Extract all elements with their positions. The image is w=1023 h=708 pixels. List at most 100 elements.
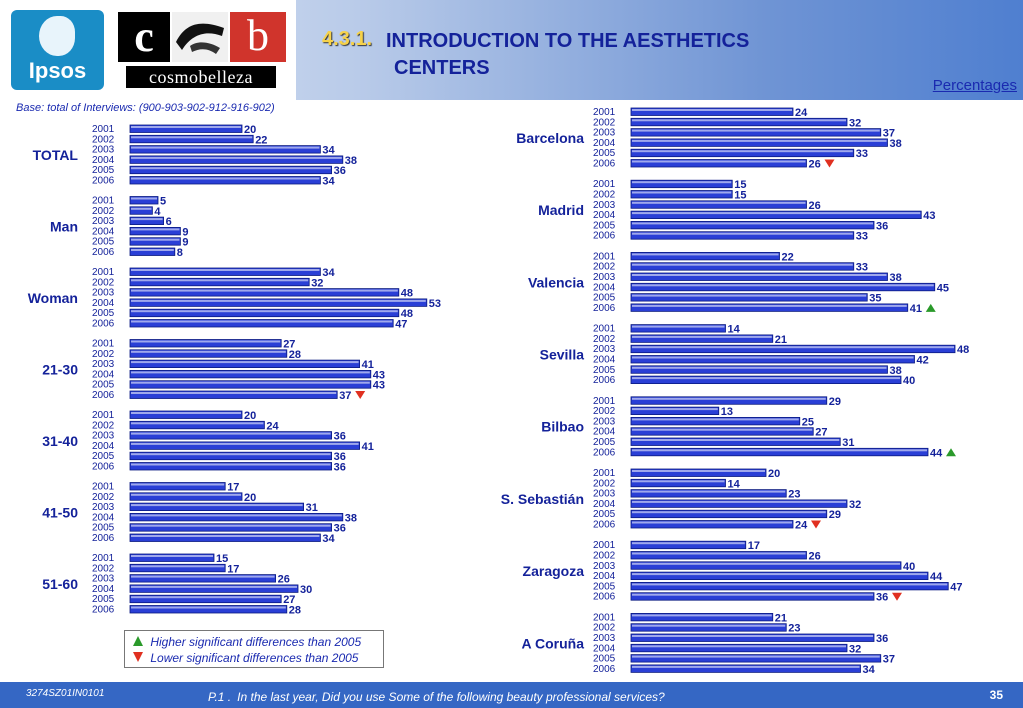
legend: Higher significant differences than 2005… — [124, 630, 384, 668]
year-label: 2006 — [92, 462, 115, 473]
bar — [129, 462, 333, 471]
bar-highlight — [632, 593, 873, 596]
value-label: 26 — [809, 200, 821, 212]
bar — [630, 551, 807, 560]
bar-highlight — [632, 490, 786, 493]
value-label: 48 — [957, 344, 969, 356]
year-label: 2006 — [593, 375, 616, 386]
year-label: 2002 — [593, 406, 616, 417]
year-label: 2006 — [593, 303, 616, 314]
bar-highlight — [632, 160, 806, 163]
value-label: 37 — [883, 654, 895, 666]
bar-highlight — [131, 381, 370, 384]
year-label: 2006 — [593, 592, 616, 603]
logo-area: Ipsos c b cosmobelleza — [0, 0, 296, 100]
bar — [630, 633, 875, 642]
year-label: 2001 — [593, 324, 616, 335]
year-label: 2002 — [92, 206, 115, 217]
cosmobelleza-c-tile: c — [118, 12, 170, 62]
year-label: 2005 — [92, 237, 115, 248]
percentages-link[interactable]: Percentages — [932, 77, 1017, 94]
bar-highlight — [632, 521, 792, 524]
value-label: 21 — [775, 334, 787, 346]
bar — [630, 200, 807, 209]
cosmobelleza-b-tile: b — [230, 12, 286, 62]
value-label: 4 — [154, 206, 161, 218]
year-label: 2006 — [593, 664, 616, 675]
year-label: 2003 — [593, 272, 616, 283]
year-label: 2001 — [593, 251, 616, 262]
value-label: 5 — [160, 196, 166, 208]
bar-highlight — [131, 197, 157, 200]
bar — [129, 349, 288, 358]
bar-highlight — [632, 377, 900, 380]
value-label: 36 — [334, 523, 346, 535]
year-label: 2003 — [593, 633, 616, 644]
bar-highlight — [632, 552, 806, 555]
bar-highlight — [131, 596, 281, 599]
value-label: 37 — [339, 390, 351, 402]
bar — [630, 499, 848, 508]
value-label: 38 — [890, 138, 902, 150]
value-label: 9 — [182, 237, 188, 249]
year-label: 2003 — [92, 574, 115, 585]
year-label: 2002 — [593, 334, 616, 345]
year-label: 2004 — [92, 584, 115, 595]
bar — [129, 165, 333, 175]
bar-highlight — [632, 665, 860, 668]
legend-lower-text: Lower significant differences than 2005 — [150, 651, 359, 665]
year-label: 2005 — [593, 509, 616, 520]
year-label: 2003 — [593, 200, 616, 211]
triangle-up-icon — [925, 303, 936, 312]
value-label: 32 — [311, 277, 323, 289]
bar-highlight — [632, 583, 948, 586]
value-label: 44 — [930, 571, 943, 583]
bar-highlight — [632, 562, 900, 565]
bar-highlight — [632, 470, 765, 472]
bar-highlight — [632, 624, 786, 627]
year-label: 2004 — [593, 138, 616, 149]
bar — [129, 124, 243, 133]
bar-highlight — [632, 222, 873, 225]
bar-highlight — [632, 418, 799, 421]
value-label: 17 — [227, 563, 239, 575]
footer-question-text: In the last year, Did you use Some of th… — [237, 690, 665, 704]
year-label: 2003 — [92, 216, 115, 227]
value-label: 40 — [903, 375, 915, 387]
bar — [630, 509, 828, 519]
year-label: 2002 — [92, 492, 115, 503]
year-label: 2004 — [92, 441, 115, 452]
year-label: 2004 — [593, 355, 616, 366]
bar — [630, 643, 848, 653]
year-label: 2005 — [92, 380, 115, 391]
value-label: 44 — [930, 447, 943, 459]
ipsos-logo: Ipsos — [11, 10, 104, 90]
value-label: 32 — [849, 117, 861, 129]
value-label: 23 — [788, 489, 800, 501]
year-label: 2002 — [593, 623, 616, 634]
year-label: 2006 — [92, 176, 115, 187]
year-label: 2001 — [593, 107, 616, 118]
year-label: 2003 — [92, 431, 115, 442]
bar-highlight — [131, 238, 180, 241]
value-label: 36 — [334, 451, 346, 463]
value-label: 27 — [283, 594, 295, 606]
title-number: 4.3.1. — [322, 28, 373, 50]
value-label: 22 — [782, 251, 794, 263]
bar — [630, 623, 787, 632]
base-label: Base: total of Interviews: — [16, 102, 136, 114]
bar-highlight — [632, 346, 954, 349]
bar — [129, 441, 361, 450]
footer-question: P.1 . In the last year, Did you use Some … — [208, 690, 665, 704]
bar — [129, 513, 344, 522]
bar — [129, 277, 310, 287]
group-label: Barcelona — [516, 130, 584, 146]
bar-highlight — [632, 119, 846, 122]
legend-higher-text: Higher significant differences than 2005 — [150, 635, 362, 649]
value-label: 22 — [255, 134, 267, 146]
year-label: 2005 — [92, 308, 115, 319]
year-label: 2005 — [92, 594, 115, 605]
legend-higher: Higher significant differences than 2005 — [133, 634, 375, 650]
bar — [630, 355, 915, 364]
bar — [630, 148, 855, 158]
